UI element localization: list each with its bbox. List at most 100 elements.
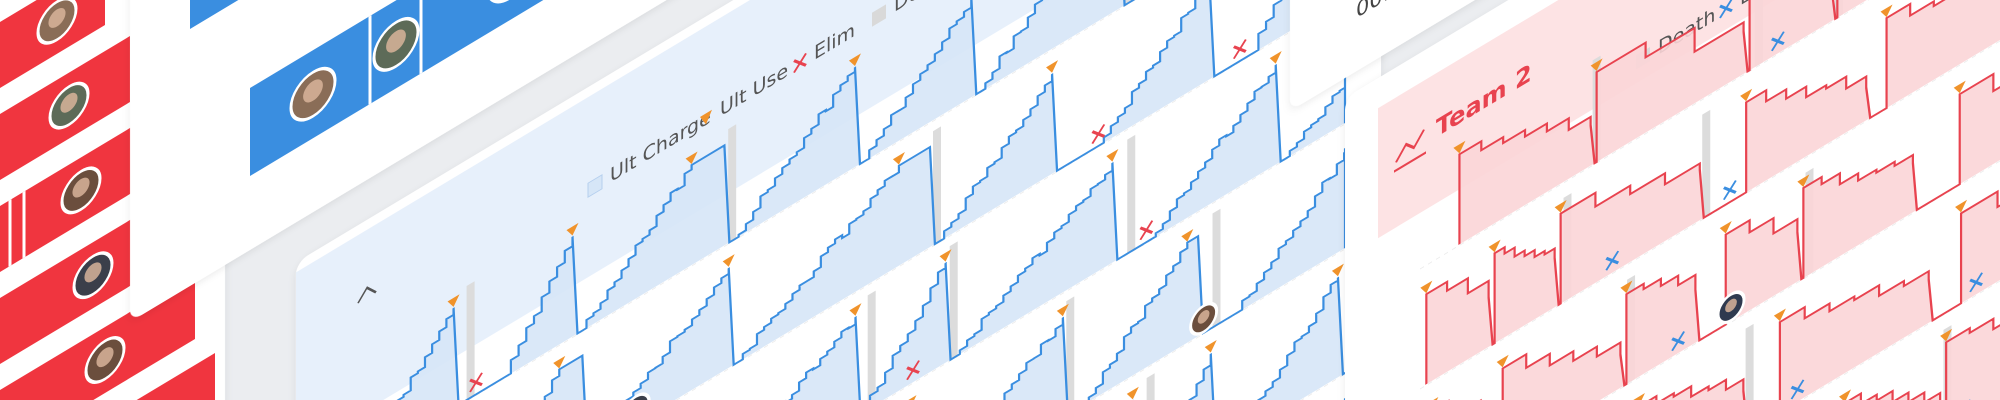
- elim-marker: [1232, 39, 1247, 60]
- team-1-ult-charts: [340, 0, 1347, 400]
- avatar-face: [1197, 310, 1210, 324]
- ult-charge-line: [1431, 66, 2000, 400]
- ult-charge-area: [1426, 0, 2000, 385]
- elim-marker: [1671, 331, 1685, 352]
- death-bar: [1127, 134, 1136, 254]
- ult-use-marker: [1620, 280, 1633, 294]
- ult-use-marker: [1797, 174, 1810, 187]
- ult-use-marker: [1106, 148, 1119, 162]
- legend-swatch: [793, 53, 807, 73]
- chart-header-band: [296, 0, 1381, 400]
- ult-use-marker: [1632, 393, 1645, 400]
- ult-use-marker: [722, 254, 735, 267]
- ult-use-marker: [1046, 60, 1059, 73]
- ult-use-marker: [1420, 280, 1433, 294]
- ult-charge-line: [1458, 0, 2000, 245]
- row-baseline: [1420, 0, 2000, 270]
- roster-bars: [0, 0, 215, 400]
- death-bar: [867, 290, 876, 400]
- elim-marker: [1771, 31, 1785, 52]
- ult-use-marker: [1496, 354, 1509, 368]
- ult-use-marker: [447, 294, 460, 307]
- avatar-face: [1725, 298, 1737, 313]
- ult-use-marker: [553, 355, 566, 369]
- elim-marker: [1790, 379, 1805, 400]
- death-bar: [1702, 109, 1711, 219]
- ult-charge-area: [352, 22, 1345, 400]
- ult-charge-line: [352, 22, 1347, 400]
- legend-swatch: [700, 109, 712, 125]
- avatar-face: [48, 7, 66, 28]
- avatar-face: [96, 347, 114, 368]
- ult-use-marker: [848, 53, 861, 67]
- ult-use-marker: [566, 222, 579, 236]
- avatar-face: [303, 79, 323, 103]
- ult-charge-area: [360, 0, 1345, 400]
- legend-swatch: [1719, 0, 1733, 19]
- elim-marker: [469, 372, 483, 393]
- avatar-face: [60, 92, 78, 113]
- elim-marker: [1605, 250, 1620, 271]
- death-bar: [466, 281, 475, 400]
- ult-use-marker: [1126, 386, 1139, 400]
- collapse-caret[interactable]: [357, 282, 377, 304]
- death-bar: [1066, 296, 1075, 400]
- avatar-face: [72, 177, 90, 198]
- ult-use-marker: [685, 151, 698, 165]
- elim-marker: [906, 360, 920, 381]
- ult-charge-area: [1459, 0, 2000, 245]
- legend-swatch: [872, 4, 886, 27]
- ult-charge-line: [1454, 306, 2000, 400]
- ult-charge-line: [376, 147, 1347, 400]
- ult-use-marker: [1955, 199, 1968, 213]
- ult-use-marker: [1953, 80, 1966, 94]
- ult-use-marker: [1940, 328, 1953, 342]
- team-2-card: [1345, 0, 2000, 400]
- avatar: [621, 392, 651, 400]
- ult-use-marker: [939, 249, 952, 262]
- ult-use-marker: [1204, 339, 1217, 353]
- ult-use-marker: [1590, 58, 1603, 72]
- elim-marker: [1139, 220, 1154, 241]
- ult-use-marker: [1453, 140, 1466, 154]
- ult-use-marker: [1719, 220, 1732, 234]
- avatar-face: [84, 262, 102, 283]
- ult-chart-card: [296, 0, 1381, 400]
- death-bar: [728, 124, 737, 244]
- ult-use-marker: [849, 303, 862, 316]
- blue-roster-bars: [190, 0, 1240, 176]
- death-bar: [932, 126, 941, 246]
- team-2-icon: [1394, 129, 1426, 173]
- team-2-header-band: [1378, 0, 2000, 239]
- ult-use-marker: [1773, 308, 1786, 322]
- ult-charge-line: [1425, 0, 2000, 385]
- ult-use-marker: [1880, 4, 1893, 18]
- elim-marker: [1969, 272, 1983, 293]
- ult-use-marker: [1740, 88, 1753, 102]
- ult-charge-line: [369, 0, 1345, 400]
- ult-charge-line: [1437, 178, 2000, 400]
- ult-charge-area: [1438, 180, 2000, 400]
- roster-bar: [250, 0, 1240, 176]
- ult-charge-line: [360, 0, 1347, 400]
- elim-marker: [1091, 124, 1106, 144]
- ult-use-marker: [1331, 263, 1344, 277]
- ult-use-marker: [892, 152, 905, 165]
- ult-charge-area: [1432, 68, 2000, 400]
- ult-use-marker: [1839, 389, 1852, 400]
- ult-use-marker: [1269, 50, 1282, 64]
- legend-swatch: [587, 173, 603, 198]
- death-bar: [949, 241, 958, 361]
- death-bar: [1212, 208, 1221, 328]
- ult-charge-area: [369, 0, 1345, 400]
- row-baseline: [1420, 124, 2000, 400]
- ult-use-marker: [1056, 303, 1069, 317]
- elim-marker: [1722, 180, 1737, 201]
- ult-use-marker: [1488, 239, 1501, 253]
- team-2-ult-charts: [1420, 0, 2000, 400]
- ult-use-marker: [1554, 200, 1567, 213]
- ult-use-marker: [1181, 229, 1194, 242]
